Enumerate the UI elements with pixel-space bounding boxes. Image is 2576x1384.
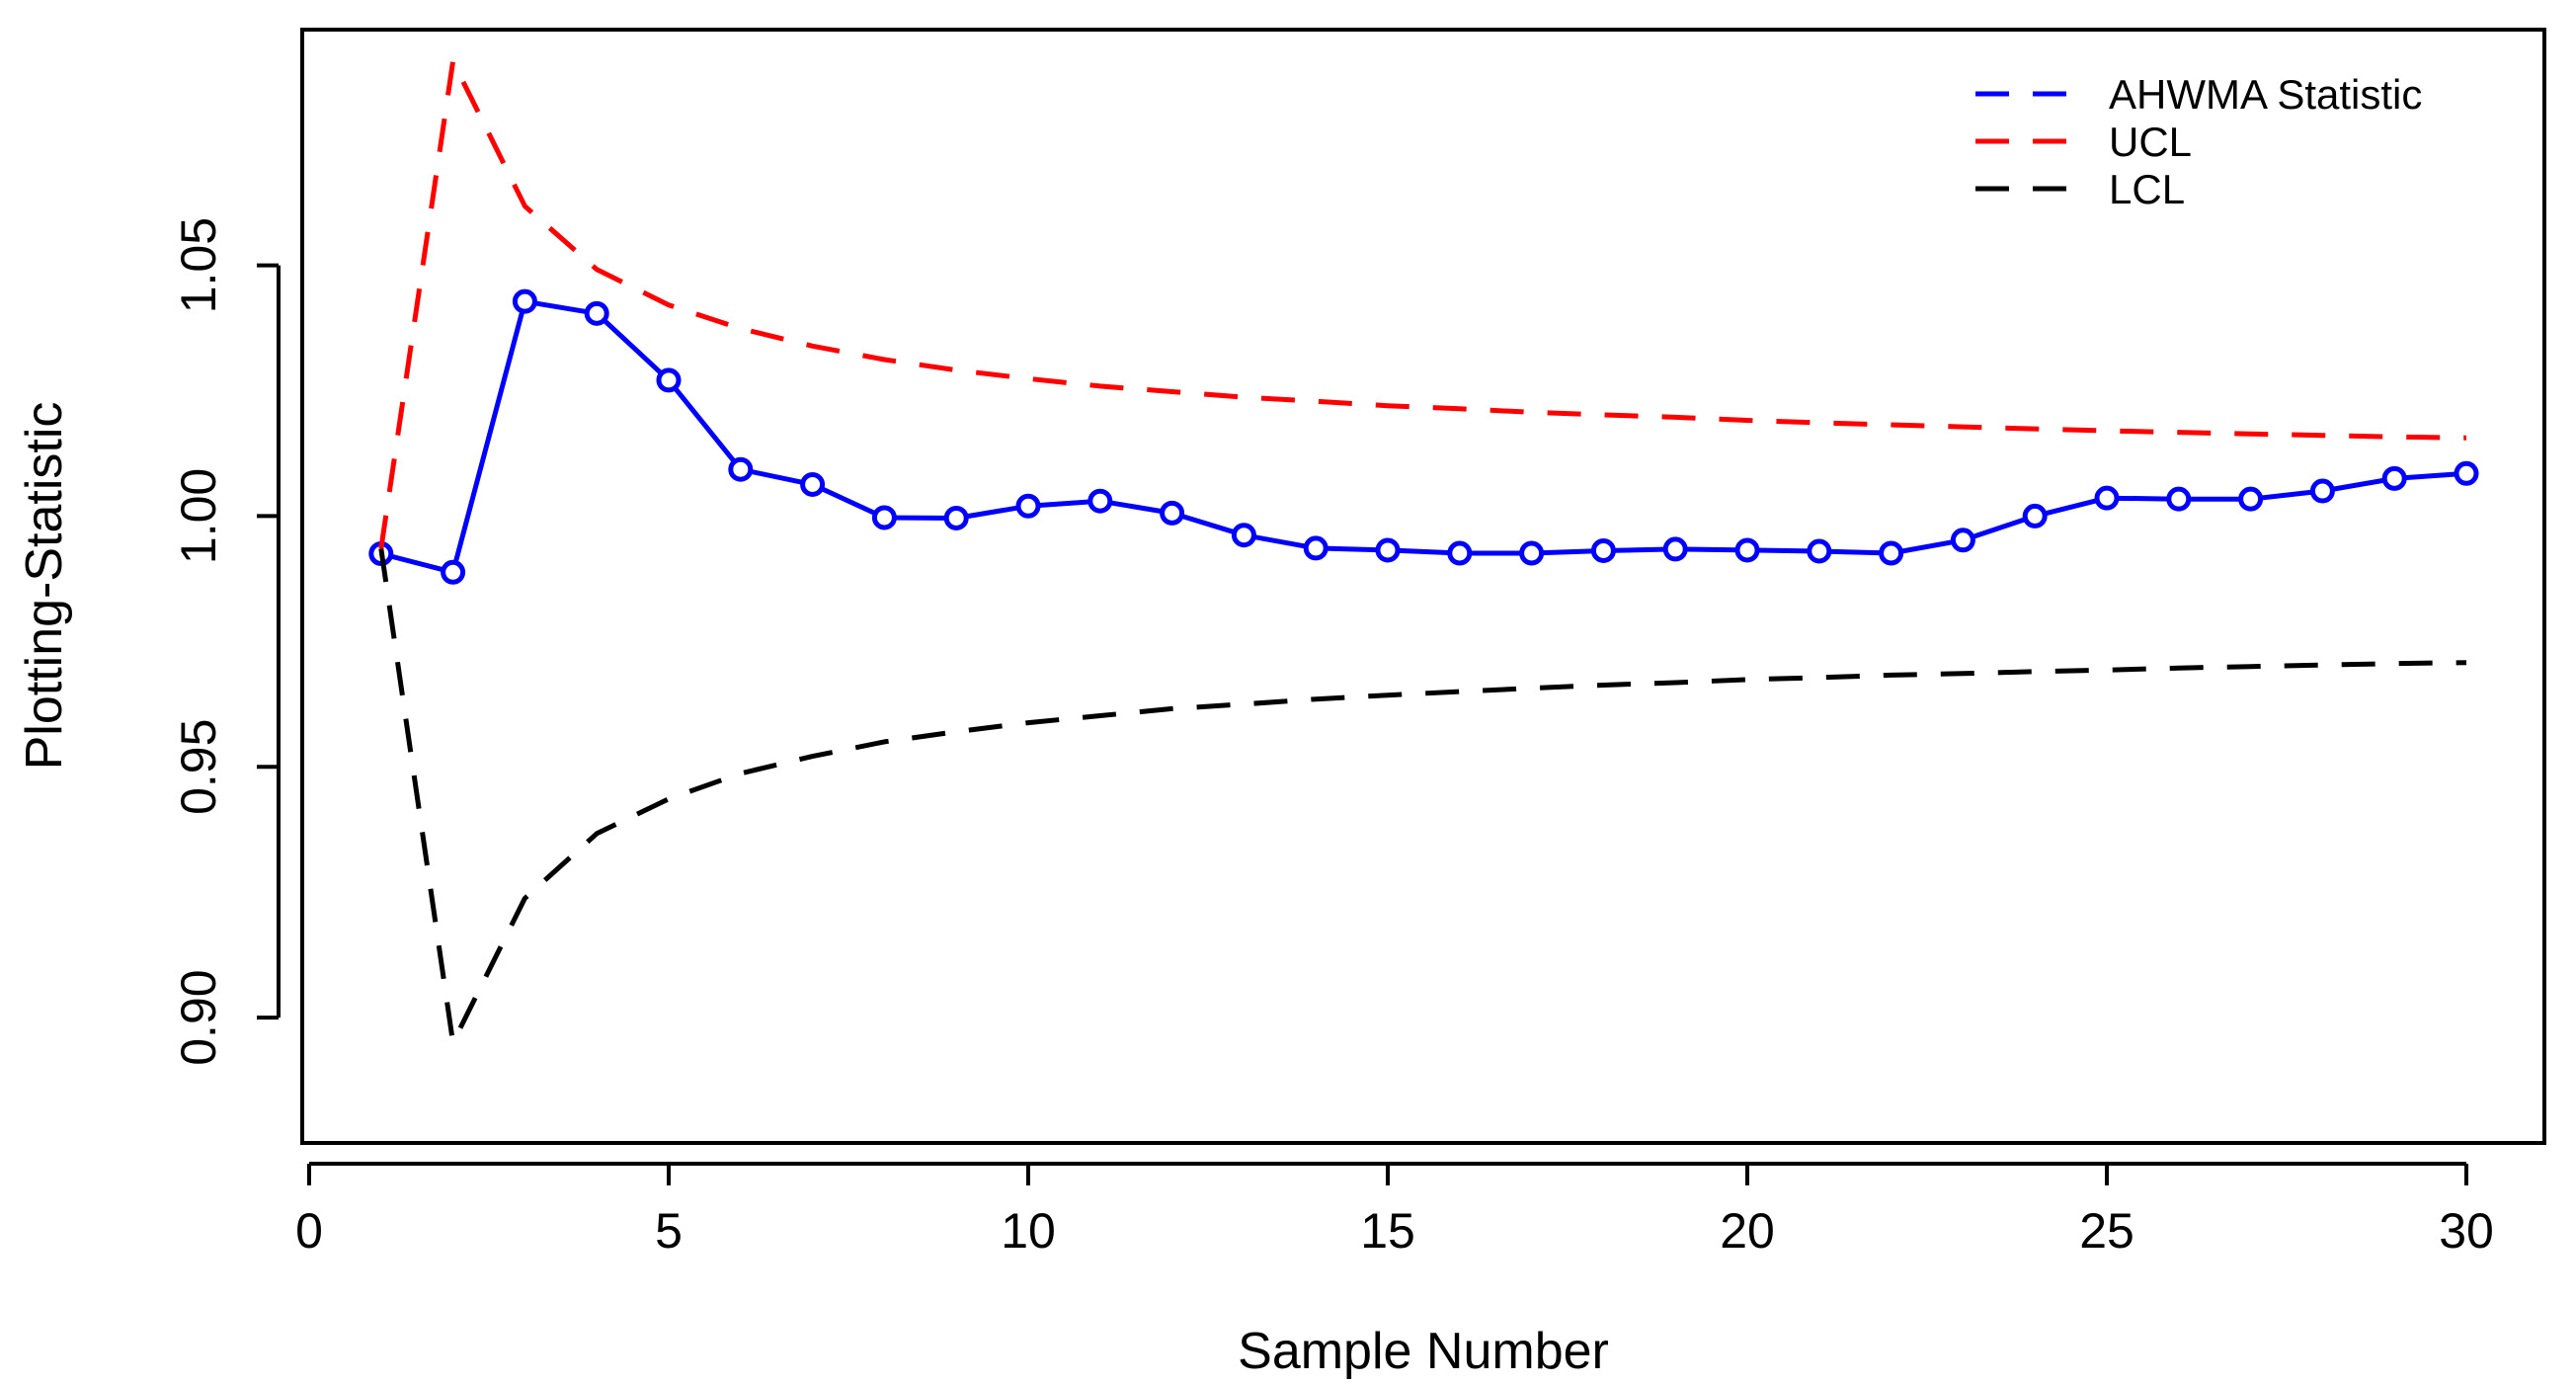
data-point — [656, 367, 682, 393]
y-tick-label: 1.05 — [171, 217, 226, 313]
data-point — [2309, 478, 2335, 504]
series-layer — [368, 58, 2479, 1045]
series-line-ahwma-statistic — [380, 298, 2467, 575]
x-tick-label: 25 — [2079, 1203, 2134, 1259]
data-point — [441, 559, 466, 585]
data-point — [943, 505, 969, 530]
x-tick-label: 10 — [1001, 1203, 1056, 1259]
series-line-lcl — [378, 548, 2467, 1045]
y-tick-label: 1.00 — [171, 468, 226, 564]
data-point — [1087, 488, 1113, 514]
x-tick-label: 5 — [655, 1203, 683, 1259]
y-axis-title: Plotting-Statistic — [16, 402, 73, 771]
data-point — [584, 300, 609, 326]
y-tick-label: 0.90 — [171, 969, 226, 1065]
data-point — [728, 456, 754, 482]
data-point — [1734, 537, 1760, 563]
x-axis: 0 5 10 15 20 25 30 — [295, 1162, 2494, 1259]
legend-label-ahwma: AHWMA Statistic — [2109, 71, 2422, 118]
plot-frame — [300, 28, 2546, 1145]
x-tick-label: 15 — [1360, 1203, 1415, 1259]
x-tick-label: 30 — [2439, 1203, 2494, 1259]
data-point — [1879, 540, 1904, 566]
data-point — [871, 505, 897, 530]
y-tick-label: 0.95 — [171, 719, 226, 815]
x-tick-label: 0 — [295, 1203, 323, 1259]
data-point — [1662, 536, 1688, 562]
data-point — [2238, 486, 2264, 512]
data-point — [512, 288, 537, 314]
x-axis-title: Sample Number — [1238, 1323, 1609, 1380]
data-point — [2166, 486, 2192, 512]
x-tick-label: 20 — [1720, 1203, 1775, 1259]
legend-label-ucl: UCL — [2109, 119, 2192, 165]
data-point — [1447, 540, 1473, 566]
data-point — [1950, 528, 1975, 553]
data-point — [1160, 500, 1185, 526]
data-point — [1519, 540, 1545, 566]
data-point — [800, 471, 826, 497]
data-point — [1590, 537, 1616, 563]
data-point — [2454, 460, 2479, 486]
data-point — [2022, 503, 2048, 529]
data-point — [1807, 538, 1832, 564]
y-axis: 0.90 0.95 1.00 1.05 — [171, 217, 281, 1066]
legend-label-lcl: LCL — [2109, 166, 2185, 212]
data-point — [2094, 485, 2120, 511]
data-point — [1303, 535, 1328, 561]
data-point — [1015, 493, 1041, 519]
data-point — [2381, 465, 2407, 491]
data-point — [1375, 537, 1401, 563]
legend: AHWMA Statistic UCL LCL — [1975, 71, 2422, 212]
data-point — [1231, 523, 1256, 548]
